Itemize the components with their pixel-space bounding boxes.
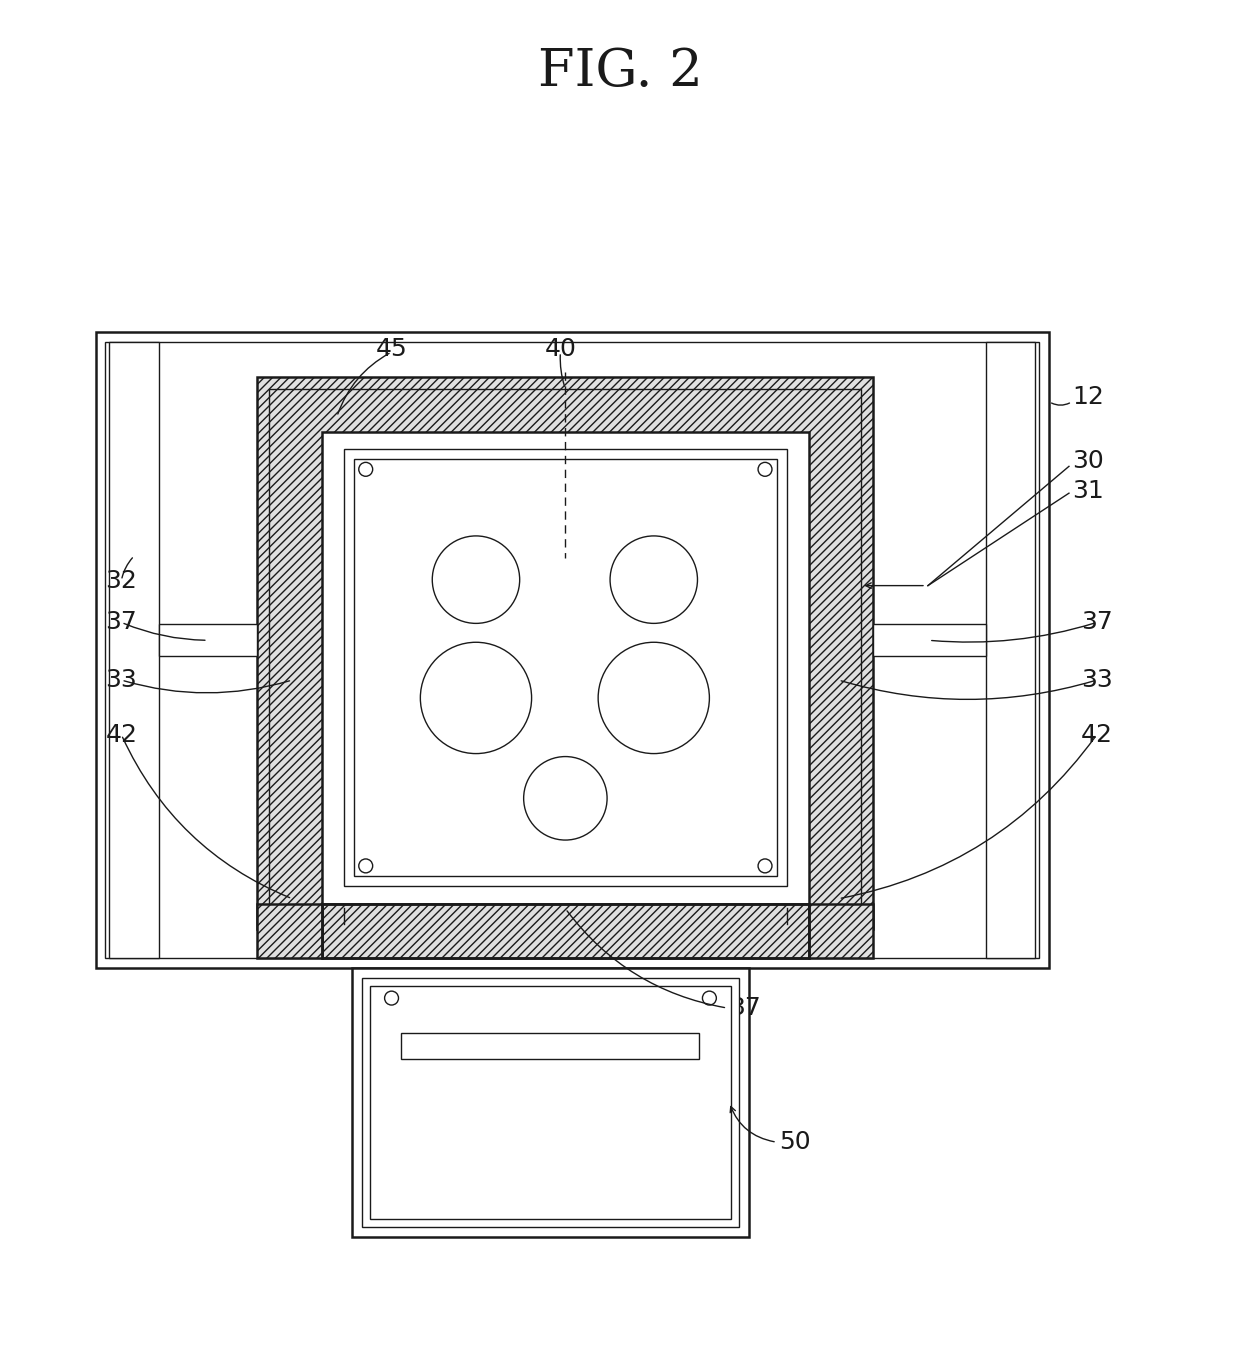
Circle shape (702, 991, 717, 1006)
Text: 37: 37 (1081, 611, 1112, 634)
Circle shape (523, 756, 608, 840)
Bar (159, 624, 258, 656)
Circle shape (758, 462, 773, 476)
Bar (370, 986, 732, 1218)
Bar (258, 377, 873, 929)
Text: 37: 37 (105, 611, 138, 634)
Bar (322, 904, 808, 958)
Circle shape (610, 536, 697, 623)
Bar (109, 342, 159, 958)
Text: 40: 40 (544, 338, 577, 361)
Circle shape (433, 536, 520, 623)
Text: 33: 33 (105, 668, 138, 691)
Bar (808, 904, 873, 958)
Bar (322, 432, 808, 904)
Bar (269, 388, 862, 916)
Text: 37: 37 (729, 996, 761, 1019)
Text: 31: 31 (1071, 479, 1104, 504)
Text: 30: 30 (1071, 450, 1104, 473)
Circle shape (358, 859, 373, 873)
Bar (352, 969, 749, 1236)
Text: 32: 32 (105, 568, 138, 593)
Bar (95, 332, 1049, 969)
Bar (362, 978, 739, 1227)
Text: 12: 12 (1071, 384, 1104, 409)
Text: FIG. 2: FIG. 2 (538, 47, 702, 97)
Text: 42: 42 (1081, 723, 1112, 746)
Circle shape (384, 991, 398, 1006)
Bar (105, 342, 1039, 958)
Bar (402, 1033, 699, 1059)
Text: 33: 33 (1081, 668, 1112, 691)
Circle shape (598, 642, 709, 753)
Bar (986, 342, 1035, 958)
Bar (322, 904, 808, 958)
Text: 42: 42 (105, 723, 138, 746)
Text: 50: 50 (779, 1131, 811, 1154)
Bar (343, 450, 787, 886)
Circle shape (420, 642, 532, 753)
Bar (258, 904, 322, 958)
Bar (353, 460, 777, 875)
Text: 45: 45 (376, 338, 408, 361)
Circle shape (358, 462, 373, 476)
Bar (873, 624, 986, 656)
Circle shape (758, 859, 773, 873)
